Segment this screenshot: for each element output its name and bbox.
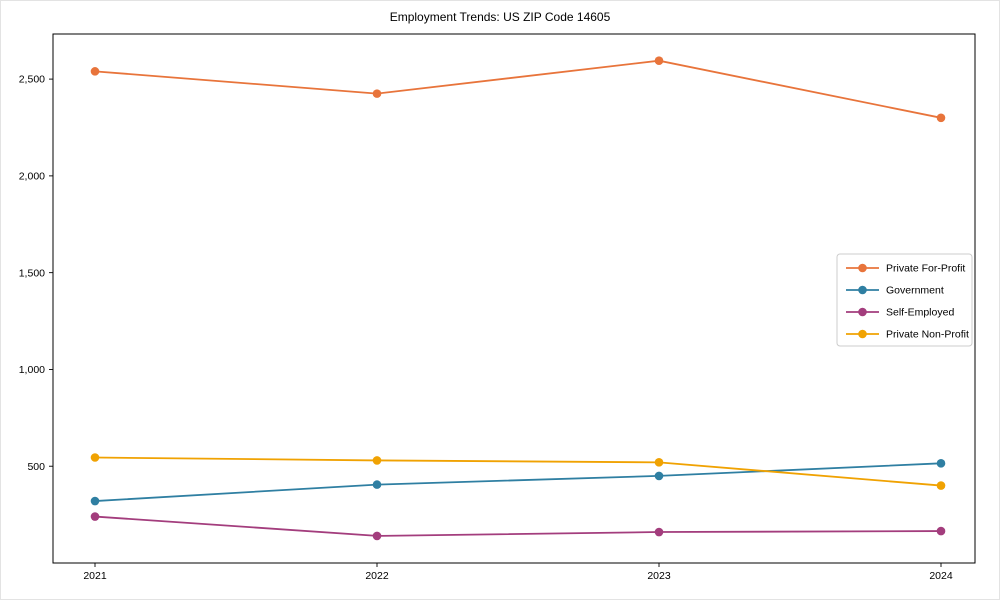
series-marker-private-non-profit bbox=[372, 456, 382, 465]
series-marker-private-for-profit bbox=[936, 113, 946, 123]
y-axis-tick-label: 1,000 bbox=[19, 364, 45, 376]
x-axis-tick-label: 2022 bbox=[365, 570, 389, 582]
series-marker-self-employed bbox=[90, 512, 100, 521]
legend-label-self-employed: Self-Employed bbox=[886, 307, 954, 319]
series-marker-self-employed bbox=[936, 526, 946, 536]
legend-label-government: Government bbox=[886, 285, 944, 297]
legend-marker-private-for-profit bbox=[858, 263, 867, 273]
y-axis-tick-label: 2,000 bbox=[19, 170, 45, 182]
series-marker-government bbox=[936, 459, 946, 468]
series-marker-government bbox=[654, 471, 664, 481]
series-line-self-employed bbox=[94, 515, 942, 537]
y-axis-tick-label: 2,500 bbox=[19, 74, 45, 86]
legend-label-private-non-profit: Private Non-Profit bbox=[886, 329, 969, 341]
series-marker-private-non-profit bbox=[654, 458, 664, 467]
legend-marker-government bbox=[858, 285, 867, 295]
legend-marker-private-non-profit bbox=[858, 329, 867, 339]
series-line-private-non-profit bbox=[94, 456, 942, 487]
plot-border bbox=[52, 33, 976, 564]
legend-marker-self-employed bbox=[858, 307, 867, 317]
y-axis-tick-label: 500 bbox=[27, 461, 45, 473]
x-axis-tick-label: 2023 bbox=[647, 570, 671, 582]
x-axis-tick-label: 2024 bbox=[929, 570, 953, 582]
series-marker-self-employed bbox=[372, 531, 382, 541]
x-axis-tick-label: 2021 bbox=[83, 570, 107, 582]
legend-label-private-for-profit: Private For-Profit bbox=[886, 263, 965, 275]
series-marker-private-for-profit bbox=[372, 89, 382, 98]
series-line-government bbox=[94, 462, 942, 502]
series-marker-private-for-profit bbox=[90, 67, 100, 76]
series-line-private-for-profit bbox=[94, 59, 942, 119]
series-marker-private-non-profit bbox=[90, 453, 100, 462]
series-marker-private-for-profit bbox=[654, 56, 664, 66]
legend-box bbox=[836, 253, 973, 347]
series-marker-private-non-profit bbox=[936, 481, 946, 490]
series-marker-government bbox=[90, 496, 100, 506]
y-axis-tick-label: 1,500 bbox=[19, 267, 45, 279]
series-marker-government bbox=[372, 480, 382, 489]
chart-title: Employment Trends: US ZIP Code 14605 bbox=[389, 10, 611, 24]
series-marker-self-employed bbox=[654, 527, 664, 537]
